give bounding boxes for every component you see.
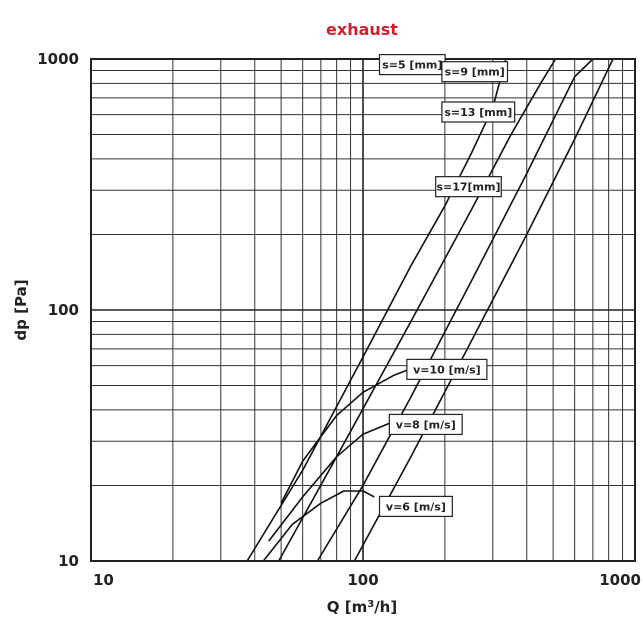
- x-tick-label: 10: [93, 571, 114, 589]
- annotation-label: v=6 [m/s]: [386, 500, 446, 513]
- annotation-label: s=13 [mm]: [444, 106, 512, 119]
- series-line: [268, 417, 419, 542]
- y-tick-label: 100: [48, 301, 79, 319]
- x-tick-label: 1000: [599, 571, 641, 589]
- series-line: [353, 58, 614, 562]
- annotation-box: [441, 61, 509, 83]
- y-axis-label: dp [Pa]: [12, 279, 30, 340]
- ticks: 10 100 1000 10 100 1000: [37, 50, 641, 589]
- annotation-label: s=17[mm]: [436, 181, 500, 194]
- annotations: s=5 [mm]s=9 [mm] s=13 [mm] s=17[mm] v=10 [m…: [378, 53, 516, 518]
- annotation-label: v=8 [m/s]: [396, 418, 456, 431]
- y-tick-label: 10: [58, 552, 79, 570]
- series-line: [278, 58, 569, 562]
- annotation-label: s=9 [mm]: [445, 66, 505, 79]
- annotation-box: [441, 101, 516, 123]
- x-tick-label: 100: [347, 571, 378, 589]
- annotation-label: v=10 [m/s]: [413, 363, 481, 376]
- annotation-label: s=5 [mm]: [382, 59, 442, 72]
- annotation-box: [406, 358, 488, 380]
- annotation-box: [388, 413, 463, 436]
- series-line: [262, 490, 375, 562]
- chart-title: exhaust: [326, 20, 398, 39]
- y-tick-label: 1000: [37, 50, 79, 68]
- annotation-box: [378, 495, 453, 518]
- x-axis-label: Q [m3/h]: [327, 598, 397, 616]
- series-line: [316, 58, 594, 562]
- plot-frame: [90, 58, 636, 562]
- annotation-box: [435, 176, 502, 198]
